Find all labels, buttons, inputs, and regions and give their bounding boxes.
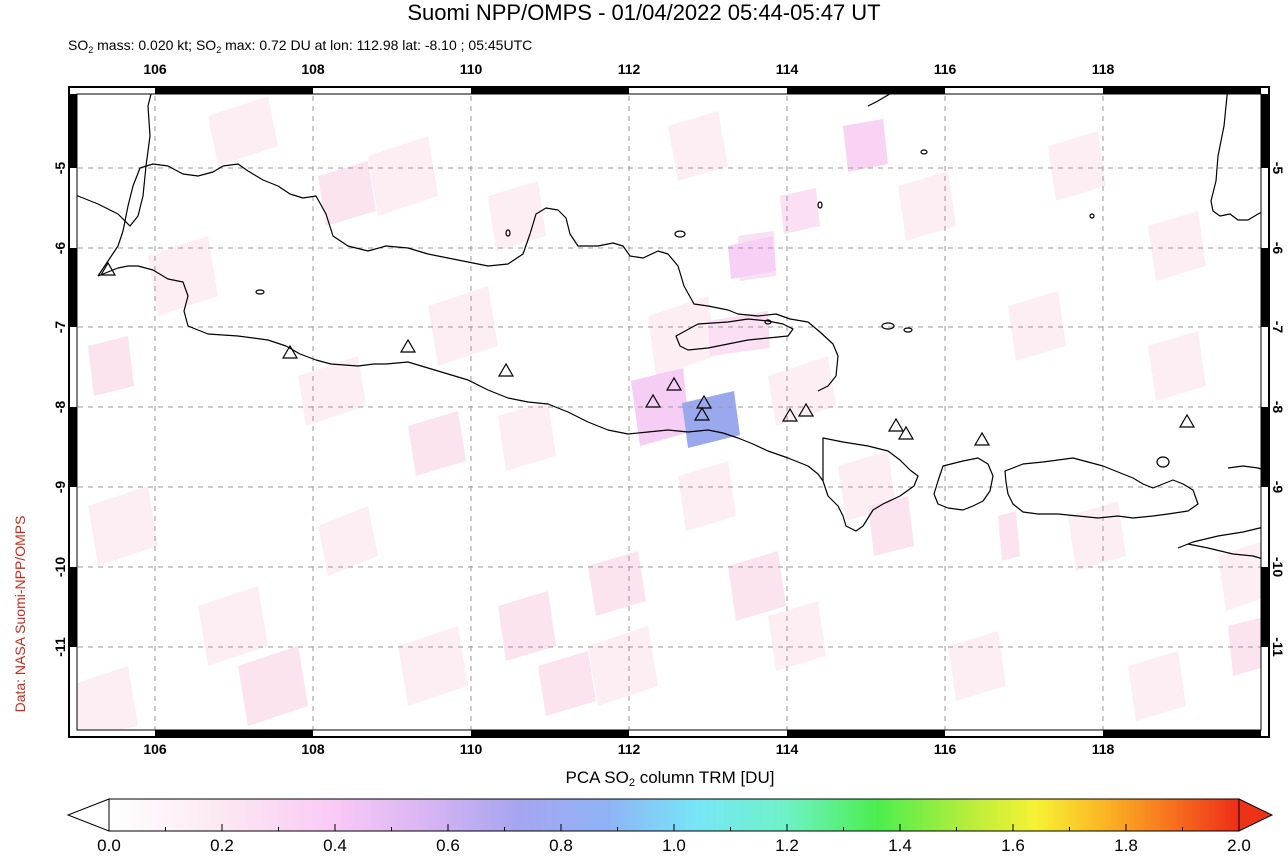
chart-title: Suomi NPP/OMPS - 01/04/2022 05:44-05:47 … <box>407 0 881 25</box>
triangle-icon <box>973 431 991 446</box>
so2-subscript: 2 <box>216 45 222 55</box>
lon-tick-bottom: 116 <box>933 741 957 757</box>
colorbar-label: PCA SO2 column TRM [DU] <box>565 768 775 789</box>
lon-tick-bottom: 108 <box>301 741 325 757</box>
lat-tick-right: -10 <box>1270 556 1286 578</box>
colorbar-tick: 0.6 <box>436 836 460 855</box>
lat-tick-right: -9 <box>1270 480 1286 494</box>
colorbar-tick: 0.4 <box>323 836 347 855</box>
colorbar-tick: 1.0 <box>662 836 686 855</box>
triangle-icon <box>897 425 915 440</box>
colorbar <box>66 798 1274 832</box>
triangle-icon <box>644 393 662 408</box>
colorbar-tick: 2.0 <box>1227 836 1251 855</box>
so2-pixel-elevated <box>728 236 776 279</box>
lat-tick-right: -5 <box>1270 161 1286 175</box>
colorbar-over-arrow <box>1238 798 1274 832</box>
data-credit: Data: NASA Suomi-NPP/OMPS <box>12 515 28 713</box>
colorbar-tick: 1.2 <box>775 836 799 855</box>
so2-map <box>68 86 1270 738</box>
lon-tick-top: 108 <box>301 61 325 77</box>
graticule <box>68 86 1270 738</box>
lon-tick-bottom: 114 <box>775 741 799 757</box>
lon-tick-top: 114 <box>775 61 799 77</box>
max-text: max: 0.72 DU at lon: 112.98 lat: -8.10 ;… <box>221 37 533 53</box>
lon-tick-bottom: 118 <box>1091 741 1115 757</box>
lat-tick-left: -11 <box>52 637 68 657</box>
colorbar-under-arrow <box>66 798 110 832</box>
colorbar-tick: 0.2 <box>210 836 234 855</box>
lon-tick-bottom: 110 <box>459 741 483 757</box>
lon-tick-bottom: 106 <box>143 741 167 757</box>
lon-tick-top: 110 <box>459 61 483 77</box>
lon-tick-top: 116 <box>933 61 957 77</box>
triangle-icon <box>399 338 417 353</box>
colorbar-tick: 1.8 <box>1114 836 1138 855</box>
lat-tick-right: -6 <box>1270 241 1286 255</box>
lon-tick-top: 106 <box>143 61 167 77</box>
so2-subscript: 2 <box>88 45 94 55</box>
triangle-icon <box>693 406 711 421</box>
colorbar-tick: 1.6 <box>1001 836 1025 855</box>
so2-pixel-elevated <box>843 119 888 172</box>
triangle-icon <box>99 261 117 276</box>
volcano-markers <box>99 261 1196 446</box>
lon-tick-bottom: 112 <box>617 741 641 757</box>
chart-subtitle: SO2 mass: 0.020 kt; SO2 max: 0.72 DU at … <box>68 36 532 59</box>
triangle-icon <box>887 417 905 432</box>
coastlines <box>68 86 1270 562</box>
colorbar-tick: 1.4 <box>888 836 912 855</box>
lat-tick-right: -8 <box>1270 400 1286 414</box>
lat-tick-left: -7 <box>52 320 68 334</box>
lat-tick-left: -8 <box>52 400 68 414</box>
triangle-icon <box>797 402 815 417</box>
lon-tick-top: 118 <box>1091 61 1115 77</box>
colorbar-tick: 0.8 <box>549 836 573 855</box>
triangle-icon <box>665 376 683 391</box>
lat-tick-left: -10 <box>52 556 68 578</box>
triangle-icon <box>281 344 299 359</box>
lat-tick-right: -11 <box>1270 637 1286 657</box>
lat-tick-right: -7 <box>1270 320 1286 334</box>
lat-tick-left: -9 <box>52 480 68 494</box>
so2-label: SO <box>195 37 217 53</box>
colorbar-tick: 0.0 <box>97 836 121 855</box>
map-frame <box>68 86 1270 738</box>
so2-label: SO <box>68 37 89 53</box>
lat-tick-left: -6 <box>52 241 68 255</box>
triangle-icon <box>781 407 799 422</box>
mass-text: mass: 0.020 kt; <box>93 37 196 53</box>
triangle-icon <box>695 394 713 409</box>
triangle-icon <box>1178 413 1196 428</box>
lat-tick-left: -5 <box>52 161 68 175</box>
lon-tick-top: 112 <box>617 61 641 77</box>
so2-pixel-layer <box>68 96 1268 738</box>
triangle-icon <box>497 362 515 377</box>
